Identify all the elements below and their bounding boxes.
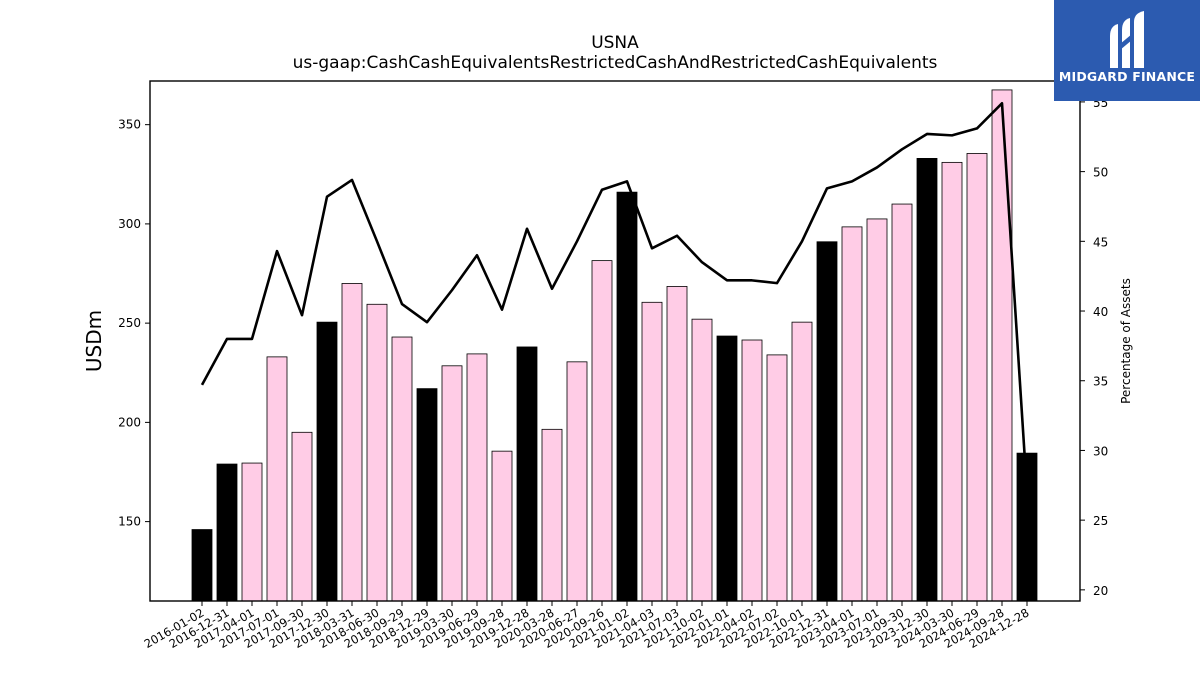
bar: [591, 260, 613, 602]
chart-title: USNA: [591, 33, 639, 53]
y2-tick-label: 25: [1093, 514, 1108, 528]
y2-tick-label: 20: [1093, 584, 1108, 598]
midgard-finance-logo: MIDGARD FINANCE: [1054, 0, 1200, 101]
percentage-line: [200, 102, 1029, 493]
bar: [266, 356, 288, 602]
y2-tick-label: 35: [1093, 375, 1108, 389]
bar: [241, 462, 263, 602]
bar: [416, 388, 438, 602]
bar: [641, 301, 663, 602]
bar: [741, 339, 763, 602]
y-axis-label: USDm: [82, 310, 106, 372]
chart-subtitle: us-gaap:CashCashEquivalentsRestrictedCas…: [293, 53, 938, 73]
bar: [216, 463, 238, 602]
bar: [566, 361, 588, 602]
bar: [441, 365, 463, 602]
y2-axis-label: Percentage of Assets: [1119, 278, 1133, 404]
bar: [516, 346, 538, 602]
plot-frame: [149, 80, 1081, 602]
y-tick-label: 200: [118, 415, 141, 429]
bar: [666, 286, 688, 602]
x-axis-ticks: 2016-01-022016-12-312017-04-012017-07-01…: [142, 601, 1032, 651]
midgard-logo-icon: [1110, 11, 1144, 68]
bar: [341, 283, 363, 602]
bar: [966, 153, 988, 602]
bar: [466, 353, 488, 602]
y-axis-ticks: 150 200 250 300 350: [118, 118, 150, 529]
y-tick-label: 150: [118, 515, 141, 529]
y2-tick-label: 30: [1093, 444, 1108, 458]
y-tick-label: 350: [118, 118, 141, 132]
bar: [541, 428, 563, 602]
bar: [766, 354, 788, 602]
y-tick-label: 300: [118, 217, 141, 231]
logo-text: MIDGARD FINANCE: [1058, 69, 1196, 84]
y2-tick-label: 45: [1093, 235, 1108, 249]
bar: [616, 191, 638, 602]
bar: [866, 218, 888, 602]
bar: [291, 431, 313, 602]
bar: [891, 203, 913, 602]
bar: [816, 241, 838, 602]
bar: [791, 321, 813, 602]
bar: [316, 321, 338, 602]
y2-tick-label: 50: [1093, 166, 1108, 180]
bar: [391, 336, 413, 602]
bar: [191, 529, 213, 602]
line-series: [200, 102, 1029, 493]
bar: [916, 158, 938, 602]
bar: [691, 318, 713, 602]
bar: [716, 335, 738, 602]
y-tick-label: 250: [118, 316, 141, 330]
bar: [491, 450, 513, 602]
bar-series: [191, 89, 1038, 602]
y2-tick-label: 40: [1093, 305, 1108, 319]
bar: [941, 161, 963, 602]
bar: [841, 226, 863, 602]
bar: [366, 303, 388, 602]
bar: [991, 89, 1013, 602]
axes: [149, 80, 1081, 602]
